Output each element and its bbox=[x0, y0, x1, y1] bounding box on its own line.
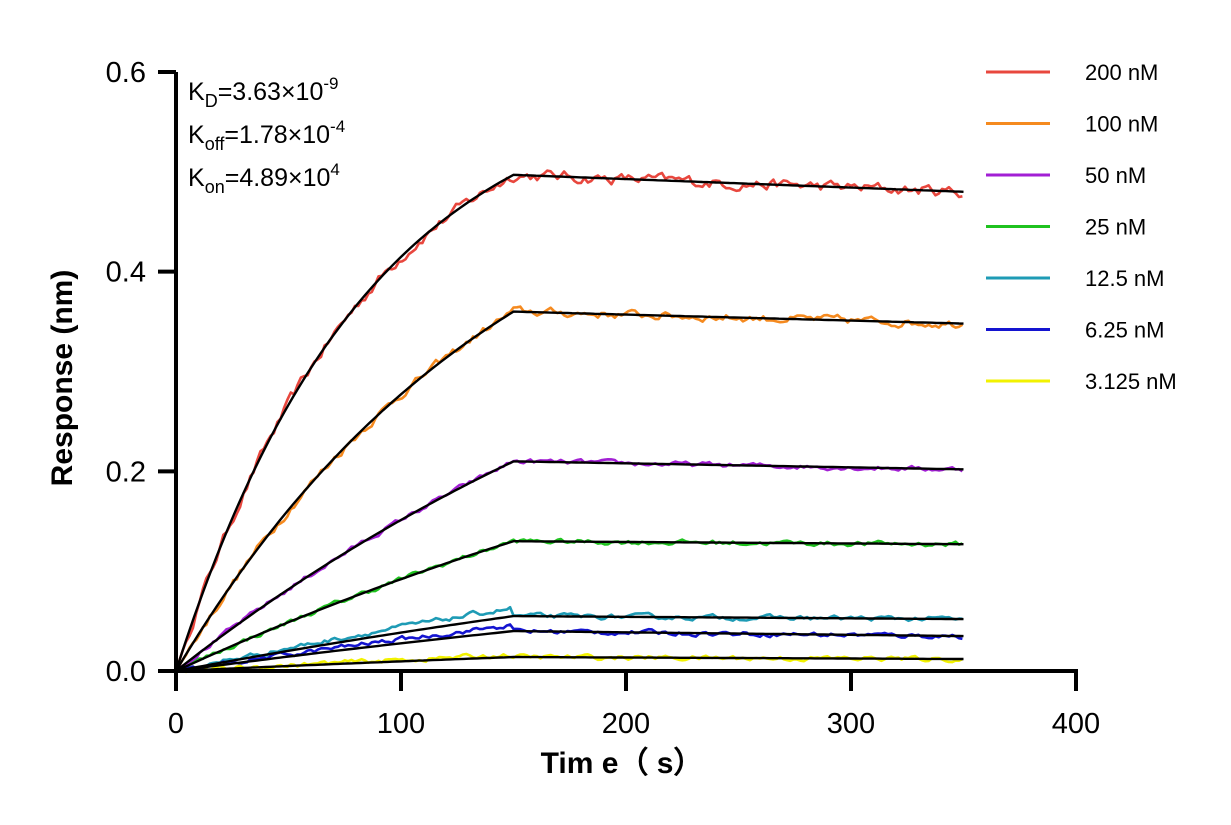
fit-line bbox=[174, 310, 964, 672]
annotation-kon-mantissa: =4.89×10 bbox=[225, 164, 331, 192]
annotation-kd-base: K bbox=[188, 78, 205, 106]
y-axis-title: Response (nm) bbox=[46, 270, 79, 487]
legend-label: 3.125 nM bbox=[1085, 369, 1177, 394]
legend-label: 50 nM bbox=[1085, 163, 1146, 188]
x-tick-label: 200 bbox=[602, 708, 650, 740]
series-line bbox=[174, 169, 963, 672]
y-ticks: 0.0 0.2 0.4 0.6 bbox=[106, 57, 176, 688]
legend-label: 12.5 nM bbox=[1085, 266, 1165, 291]
fit-line bbox=[175, 655, 964, 673]
fit-line bbox=[175, 540, 964, 673]
series-line bbox=[175, 458, 964, 673]
annotation-kd-exp: -9 bbox=[323, 74, 338, 93]
fit-line bbox=[174, 173, 964, 672]
annotation-kon-sub: on bbox=[205, 177, 225, 197]
annotation-koff: Koff=1.78×10-4 bbox=[188, 117, 345, 154]
curves-layer bbox=[174, 169, 964, 674]
x-tick-label: 300 bbox=[827, 708, 875, 740]
annotation-koff-exp: -4 bbox=[330, 117, 345, 136]
annotation-kd-sub: D bbox=[205, 91, 218, 111]
y-tick-label: 0.4 bbox=[106, 257, 146, 289]
legend: 200 nM 100 nM 50 nM 25 nM 12.5 nM 6.25 nM 3.12… bbox=[986, 60, 1177, 394]
x-tick-label: 0 bbox=[168, 708, 184, 740]
y-tick-label: 0.0 bbox=[106, 656, 146, 688]
fit-line bbox=[175, 460, 964, 672]
annotation-kd-mantissa: =3.63×10 bbox=[218, 78, 324, 106]
legend-label: 200 nM bbox=[1085, 60, 1158, 85]
annotation-kon: Kon=4.89×104 bbox=[188, 160, 340, 197]
annotation-koff-sub: off bbox=[205, 134, 226, 154]
legend-label: 6.25 nM bbox=[1085, 318, 1165, 343]
annotation-koff-base: K bbox=[188, 121, 205, 149]
y-tick-label: 0.6 bbox=[106, 57, 146, 89]
annotation-kon-base: K bbox=[188, 164, 205, 192]
annotation-kon-exp: 4 bbox=[330, 160, 339, 179]
x-axis-title: Tim e（ s） bbox=[541, 746, 704, 780]
fit-lines-layer bbox=[174, 173, 964, 673]
y-tick-label: 0.2 bbox=[106, 456, 146, 488]
legend-label: 100 nM bbox=[1085, 112, 1158, 137]
fit-line bbox=[175, 614, 964, 673]
annotation-koff-mantissa: =1.78×10 bbox=[224, 121, 330, 149]
series-line bbox=[175, 537, 963, 673]
series-line bbox=[175, 605, 963, 673]
x-tick-label: 400 bbox=[1052, 708, 1100, 740]
legend-label: 25 nM bbox=[1085, 215, 1146, 240]
annotation-kd: KD=3.63×10-9 bbox=[188, 74, 338, 111]
x-tick-label: 100 bbox=[377, 708, 425, 740]
fit-line bbox=[175, 629, 964, 673]
x-ticks: 0 100 200 300 400 bbox=[168, 671, 1100, 740]
